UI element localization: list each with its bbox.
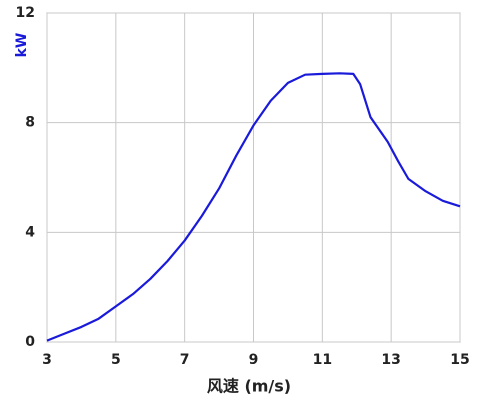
y-axis-label: kW <box>14 33 30 58</box>
y-tick-label: 4 <box>25 224 35 240</box>
x-tick-label: 15 <box>450 352 469 368</box>
x-tick-label: 3 <box>42 352 52 368</box>
x-axis-label: 风速 (m/s) <box>207 377 291 396</box>
data-line <box>46 72 461 342</box>
y-tick-label: 8 <box>25 115 35 131</box>
x-tick-label: 11 <box>313 352 332 368</box>
x-tick-label: 13 <box>381 352 400 368</box>
y-tick-label: 12 <box>16 5 35 21</box>
x-tick-label: 5 <box>111 352 121 368</box>
x-tick-label: 9 <box>249 352 259 368</box>
x-tick-label: 7 <box>180 352 190 368</box>
y-tick-label: 0 <box>25 334 35 350</box>
